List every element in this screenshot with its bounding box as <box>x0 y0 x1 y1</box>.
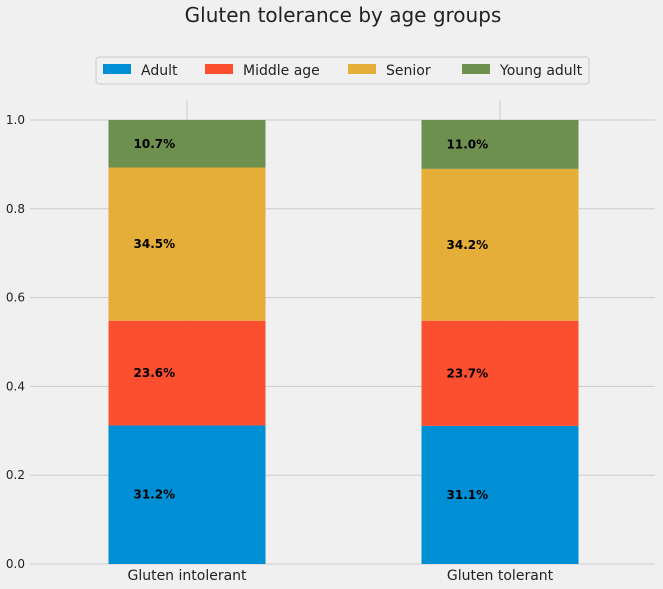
bar-segment-adult <box>421 425 579 564</box>
legend-label: Middle age <box>243 63 320 79</box>
y-tick-label: 1.0 <box>6 113 25 127</box>
legend-swatch <box>205 64 233 74</box>
bar-segment-middle-age <box>108 320 266 426</box>
legend-box <box>95 56 590 85</box>
y-tick-label: 0.8 <box>6 202 25 216</box>
x-tick-label: Gluten tolerant <box>447 568 554 584</box>
legend-item-adult[interactable]: Adult <box>103 63 178 79</box>
bar-segment-young-adult <box>421 120 579 169</box>
bar-segment-senior <box>108 167 266 321</box>
legend-swatch <box>462 64 490 74</box>
data-label: 31.2% <box>134 488 176 502</box>
data-label: 10.7% <box>134 137 176 151</box>
data-label: 31.1% <box>447 488 489 502</box>
bar-segment-middle-age <box>421 320 579 426</box>
legend-item-middle-age[interactable]: Middle age <box>205 63 320 79</box>
data-label: 23.7% <box>447 366 489 380</box>
data-label: 23.6% <box>134 366 176 380</box>
y-tick-label: 0.2 <box>6 468 25 482</box>
data-label: 11.0% <box>447 137 489 151</box>
bar-segment-young-adult <box>108 120 266 168</box>
y-tick-label: 0.6 <box>6 291 25 305</box>
data-label: 34.2% <box>447 238 489 252</box>
y-tick-label: 0.4 <box>6 379 25 393</box>
legend-label: Young adult <box>499 63 583 79</box>
legend-label: Senior <box>386 63 431 79</box>
legend-item-young-adult[interactable]: Young adult <box>462 63 583 79</box>
legend[interactable]: Adult Middle age Senior Young adult <box>95 56 590 85</box>
legend-item-senior[interactable]: Senior <box>348 63 431 79</box>
legend-swatch <box>103 64 131 74</box>
axis-ticks: 0.0 0.2 0.4 0.6 0.8 1.0 Gluten intolerant Glute… <box>6 113 554 584</box>
x-tick-label: Gluten intolerant <box>127 568 247 584</box>
bar-segment-adult <box>108 425 266 564</box>
legend-label: Adult <box>141 63 178 79</box>
bars <box>108 120 579 564</box>
data-label: 34.5% <box>134 237 176 251</box>
bar-segment-senior <box>421 168 579 321</box>
data-labels: 31.2% 23.6% 34.5% 10.7% 31.1% 23.7% 34.2% 11.0% <box>134 137 489 502</box>
legend-swatch <box>348 64 376 74</box>
chart-title: Gluten tolerance by age groups <box>185 3 502 27</box>
y-tick-label: 0.0 <box>6 557 25 571</box>
